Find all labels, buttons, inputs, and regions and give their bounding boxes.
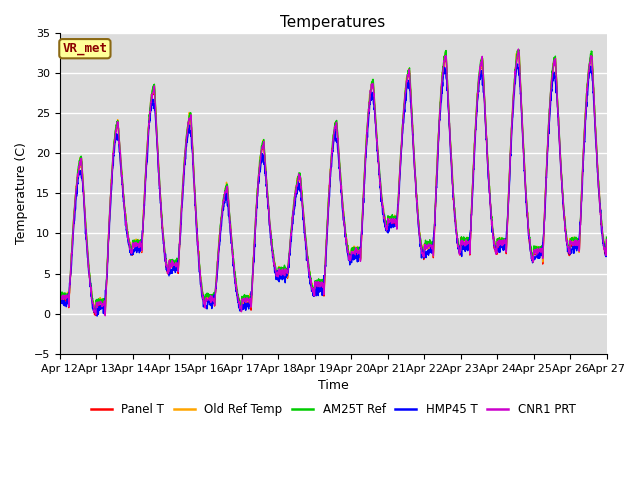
Title: Temperatures: Temperatures — [280, 15, 386, 30]
Y-axis label: Temperature (C): Temperature (C) — [15, 142, 28, 244]
Text: VR_met: VR_met — [62, 42, 108, 55]
Legend: Panel T, Old Ref Temp, AM25T Ref, HMP45 T, CNR1 PRT: Panel T, Old Ref Temp, AM25T Ref, HMP45 … — [86, 398, 580, 421]
X-axis label: Time: Time — [317, 379, 348, 392]
